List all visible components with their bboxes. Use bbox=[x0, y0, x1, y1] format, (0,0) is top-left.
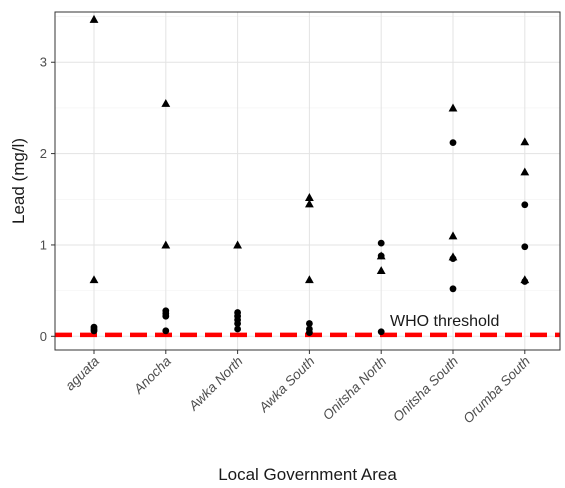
data-points bbox=[89, 14, 530, 337]
y-tick-label: 3 bbox=[40, 55, 47, 70]
triangle-point bbox=[520, 167, 530, 176]
x-tick-label: aguata bbox=[62, 353, 102, 393]
y-tick-label: 2 bbox=[40, 146, 47, 161]
triangle-point bbox=[305, 199, 314, 208]
circle-point bbox=[162, 327, 170, 335]
circle-point bbox=[449, 139, 457, 147]
circle-point bbox=[306, 329, 313, 337]
circle-point bbox=[377, 239, 385, 247]
x-tick-label: Anocha bbox=[130, 353, 174, 397]
y-tick-label: 0 bbox=[40, 329, 47, 344]
triangle-point bbox=[161, 98, 171, 107]
x-axis: aguata Anocha Awka North Awka South Onitsha … bbox=[62, 350, 533, 426]
grid-lines bbox=[55, 12, 560, 350]
y-tick-label: 1 bbox=[40, 237, 47, 252]
circle-point bbox=[521, 243, 529, 251]
x-tick-label: Orumba South bbox=[460, 354, 533, 427]
triangle-point bbox=[305, 275, 314, 284]
triangle-point bbox=[520, 137, 530, 146]
circle-point bbox=[90, 327, 98, 335]
circle-point bbox=[234, 325, 242, 333]
circle-point bbox=[449, 285, 457, 293]
triangle-point bbox=[161, 240, 171, 249]
circle-point bbox=[521, 278, 529, 285]
y-axis-title: Lead (mg/l) bbox=[9, 138, 28, 224]
circle-point bbox=[521, 201, 529, 209]
triangle-point bbox=[89, 275, 99, 284]
x-tick-label: Onitsha South bbox=[390, 354, 461, 425]
circle-point bbox=[162, 312, 170, 320]
triangle-point bbox=[448, 103, 458, 112]
triangle-point bbox=[376, 266, 386, 275]
x-tick-label: Onitsha North bbox=[320, 354, 390, 424]
plot-panel-border bbox=[54, 11, 561, 351]
circle-point bbox=[306, 320, 313, 327]
triangle-point bbox=[305, 193, 314, 201]
circle-point bbox=[377, 328, 385, 336]
circle-point bbox=[234, 320, 242, 327]
who-threshold-label: WHO threshold bbox=[390, 313, 499, 330]
y-axis: 0 1 2 3 bbox=[40, 55, 55, 344]
triangle-point bbox=[89, 14, 99, 23]
x-tick-label: Awka North bbox=[185, 354, 245, 414]
circle-point bbox=[377, 252, 385, 260]
triangle-point bbox=[448, 231, 458, 240]
x-tick-label: Awka South bbox=[255, 354, 317, 416]
circle-point bbox=[449, 255, 457, 263]
triangle-point bbox=[233, 240, 242, 249]
x-axis-title: Local Government Area bbox=[218, 465, 397, 484]
